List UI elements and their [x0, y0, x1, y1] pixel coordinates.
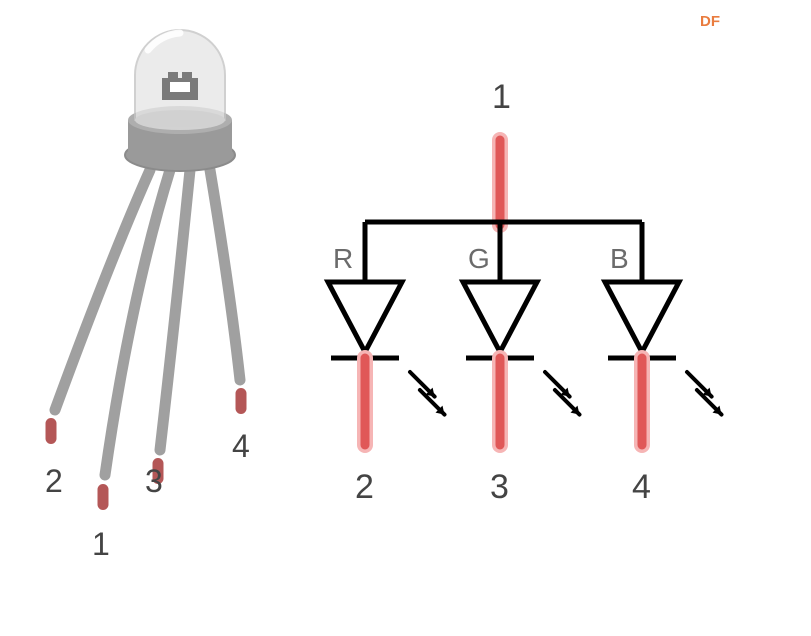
lead4-label: 4 — [232, 428, 250, 464]
schematic-pin1-label: 1 — [492, 78, 511, 116]
schematic-pin-label-2: 2 — [355, 468, 374, 506]
diode-G: G3 — [463, 222, 580, 506]
watermark: DF — [700, 13, 720, 30]
lead4: 4 — [210, 170, 250, 464]
diode-letter-R: R — [333, 243, 353, 274]
diode-letter-G: G — [468, 243, 490, 274]
schematic-pin-label-4: 4 — [632, 468, 651, 506]
diode-B: B4 — [605, 222, 722, 506]
led-leads: 213 4 — [45, 170, 250, 562]
lead1-label: 1 — [92, 526, 110, 562]
lead2-label: 2 — [45, 463, 63, 499]
lead3-label: 3 — [145, 463, 163, 499]
diode-R: R2 — [328, 222, 445, 506]
schematic: 1 R2G3B4 — [328, 78, 722, 506]
diode-letter-B: B — [610, 243, 629, 274]
physical-led: 213 4 — [45, 30, 250, 562]
diagram-svg: 2134 1 — [0, 0, 811, 631]
diagram-canvas: DF 2134 — [0, 0, 811, 631]
schematic-pin-label-3: 3 — [490, 468, 509, 506]
lead1: 1 — [92, 170, 170, 562]
